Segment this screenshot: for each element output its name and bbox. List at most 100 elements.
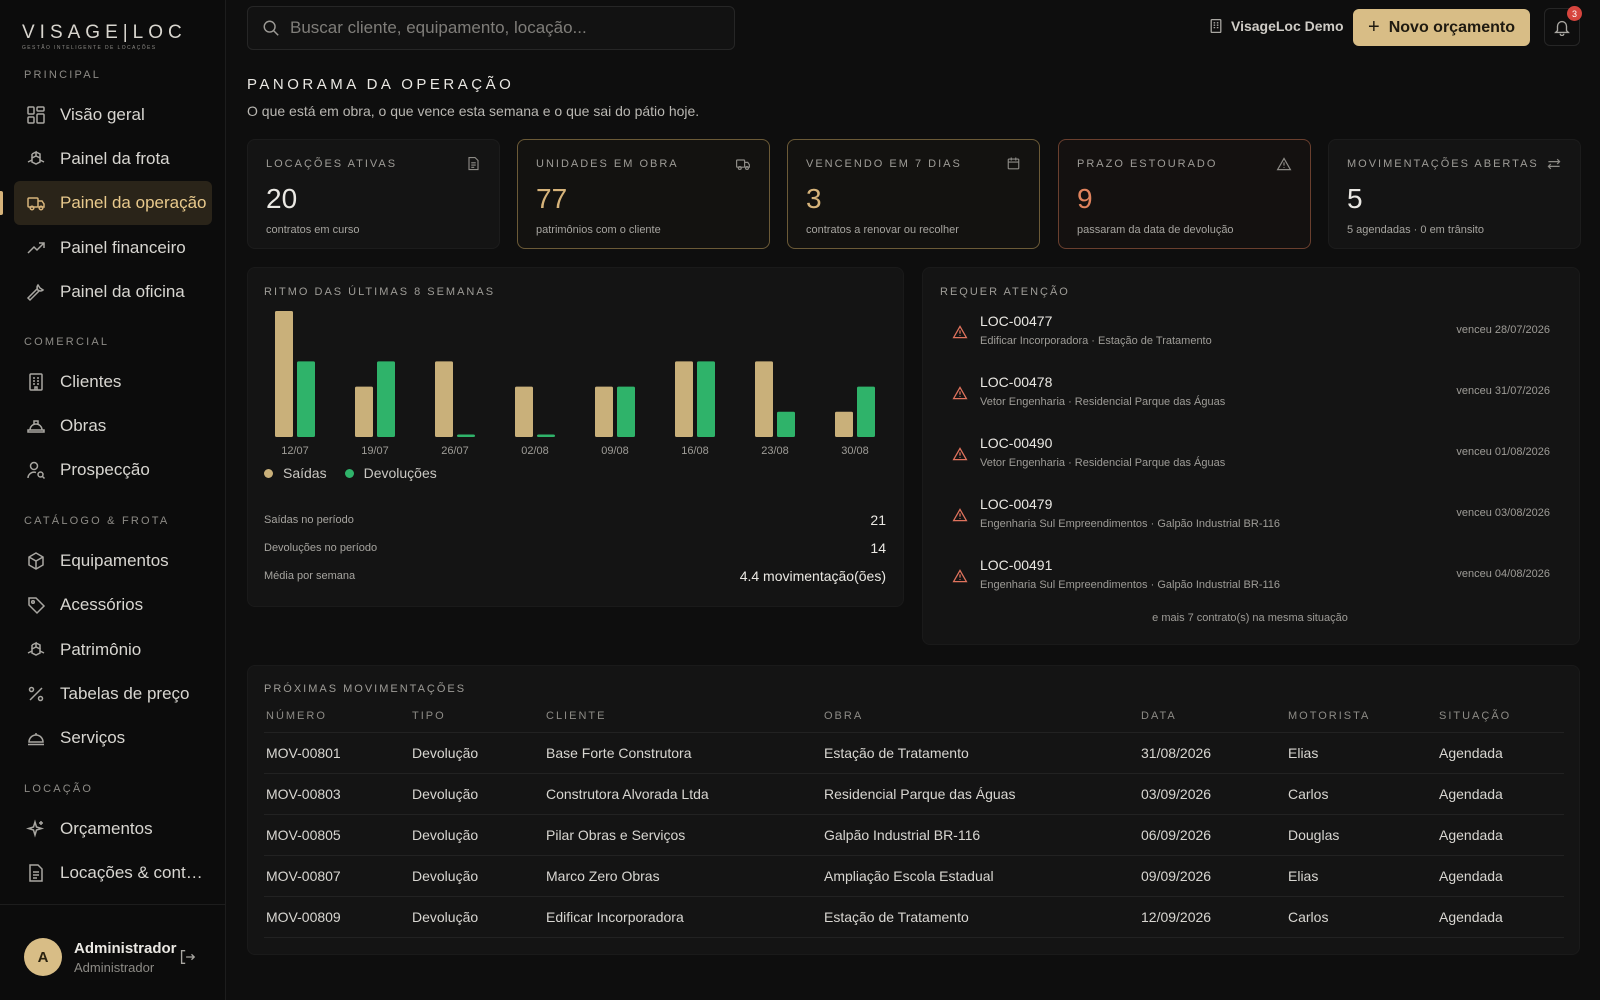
sidebar-item-servicos[interactable]: Serviços (14, 716, 212, 760)
tenant-selector[interactable]: VisageLoc Demo (1208, 18, 1344, 34)
warning-icon (952, 507, 968, 523)
kpi-foot: contratos a renovar ou recolher (806, 224, 959, 236)
building-icon (26, 372, 46, 392)
page-title: PANORAMA DA OPERAÇÃO (247, 76, 515, 93)
bar-devolucoes-2[interactable] (457, 434, 475, 437)
kpi-label: UNIDADES EM OBRA (536, 158, 679, 170)
column-header[interactable]: TIPO (410, 700, 544, 733)
kpi-card-prazo-estourado[interactable]: PRAZO ESTOURADO 9 passaram da data de de… (1058, 139, 1311, 249)
attention-item[interactable]: LOC-00490 Vetor Engenharia · Residencial… (940, 433, 1552, 483)
search-input[interactable] (290, 18, 710, 38)
attention-item[interactable]: LOC-00479 Engenharia Sul Empreendimentos… (940, 494, 1552, 544)
table-row[interactable]: MOV-00809 Devolução Edificar Incorporado… (264, 896, 1564, 938)
column-header[interactable]: OBRA (822, 700, 1139, 733)
table-row[interactable]: MOV-00803 Devolução Construtora Alvorada… (264, 773, 1564, 815)
logout-icon[interactable] (178, 948, 196, 971)
sidebar-item-acessorios[interactable]: Acessórios (14, 583, 212, 627)
table-row[interactable]: MOV-00805 Devolução Pilar Obras e Serviç… (264, 814, 1564, 856)
kpi-card-movimentacoes-abertas[interactable]: MOVIMENTAÇÕES ABERTAS 5 5 agendadas · 0 … (1328, 139, 1581, 249)
sidebar-item-label: Visão geral (60, 105, 145, 124)
hard-hat-icon (26, 416, 46, 436)
new-quote-button[interactable]: + Novo orçamento (1353, 9, 1530, 46)
bell-icon (1553, 18, 1571, 36)
warning-icon (952, 568, 968, 584)
sidebar-item-painel-financeiro[interactable]: Painel financeiro (14, 226, 212, 270)
column-header[interactable]: NÚMERO (264, 700, 410, 733)
attention-item[interactable]: LOC-00477 Edificar Incorporadora · Estaç… (940, 311, 1552, 361)
sidebar-item-patrimonio[interactable]: Patrimônio (14, 628, 212, 672)
bar-saidas-3[interactable] (515, 386, 533, 437)
table-row[interactable]: MOV-00801 Devolução Base Forte Construto… (264, 732, 1564, 774)
bar-saidas-6[interactable] (755, 361, 773, 437)
sidebar-item-painel-oficina[interactable]: Painel da oficina (14, 270, 212, 314)
sidebar-item-orcamentos[interactable]: Orçamentos (14, 807, 212, 851)
cell-situacao: Agendada (1437, 855, 1564, 897)
plus-icon: + (1368, 16, 1380, 38)
bar-devolucoes-1[interactable] (377, 361, 395, 437)
sidebar-item-label: Patrimônio (60, 640, 142, 659)
page-subtitle: O que está em obra, o que vence esta sem… (247, 103, 700, 119)
bar-devolucoes-3[interactable] (537, 434, 555, 437)
sidebar-item-prospeccao[interactable]: Prospecção (14, 448, 212, 492)
bar-devolucoes-4[interactable] (617, 386, 635, 437)
bar-saidas-4[interactable] (595, 386, 613, 437)
cell-data: 03/09/2026 (1139, 773, 1286, 815)
logo[interactable]: VISAGE|LOC GESTÃO INTELIGENTE DE LOCAÇÕE… (22, 22, 198, 51)
avatar: A (24, 938, 62, 976)
stat-value: 4.4 movimentação(ões) (739, 568, 886, 584)
bar-devolucoes-5[interactable] (697, 361, 715, 437)
x-tick-label: 23/08 (761, 445, 789, 457)
kpi-value: 9 (1077, 183, 1093, 214)
kpi-value: 3 (806, 183, 822, 214)
notifications-button[interactable]: 3 (1544, 6, 1582, 46)
bar-saidas-5[interactable] (675, 361, 693, 437)
sidebar-item-painel-operacao[interactable]: Painel da operação (14, 181, 212, 225)
cell-motorista: Elias (1286, 732, 1437, 774)
cell-cliente: Construtora Alvorada Ltda (544, 773, 822, 815)
sidebar-item-tabelas-preco[interactable]: Tabelas de preço (14, 672, 212, 716)
column-header[interactable]: DATA (1139, 700, 1286, 733)
sidebar-item-label: Painel da oficina (60, 282, 185, 301)
kpi-card-locacoes-ativas[interactable]: LOCAÇÕES ATIVAS 20 contratos em curso (247, 139, 500, 249)
column-header[interactable]: MOTORISTA (1286, 700, 1437, 733)
bar-devolucoes-0[interactable] (297, 361, 315, 437)
kpi-value: 5 (1347, 183, 1363, 214)
table-row[interactable]: MOV-00807 Devolução Marco Zero Obras Amp… (264, 855, 1564, 897)
kpi-card-unidades-em-obra[interactable]: UNIDADES EM OBRA 77 patrimônios com o cl… (517, 139, 770, 249)
sidebar-item-clientes[interactable]: Clientes (14, 360, 212, 404)
sidebar-item-visao-geral[interactable]: Visão geral (14, 93, 212, 137)
bar-chart: 12/07 19/07 26/07 02/08 09/08 16/08 23/08 30/08 (275, 311, 875, 457)
attention-item[interactable]: LOC-00491 Engenharia Sul Empreendimentos… (940, 555, 1552, 605)
attention-item[interactable]: LOC-00478 Vetor Engenharia · Residencial… (940, 372, 1552, 422)
sidebar-item-painel-frota[interactable]: Painel da frota (14, 137, 212, 181)
bar-saidas-7[interactable] (835, 411, 853, 437)
warning-icon (1276, 156, 1292, 172)
notification-badge: 3 (1567, 6, 1582, 21)
bar-saidas-0[interactable] (275, 311, 293, 437)
bar-devolucoes-6[interactable] (777, 411, 795, 437)
user-profile[interactable]: A Administrador Administrador (24, 938, 177, 976)
user-name: Administrador (74, 939, 177, 957)
search-bar[interactable] (247, 6, 735, 50)
attention-more-link[interactable]: e mais 7 contrato(s) na mesma situação (1152, 612, 1348, 624)
cell-obra: Estação de Tratamento (822, 896, 1139, 938)
legend-label-saidas: Saídas (283, 465, 327, 481)
arrows-icon (1546, 156, 1562, 172)
bar-saidas-2[interactable] (435, 361, 453, 437)
kpi-foot: 5 agendadas · 0 em trânsito (1347, 224, 1484, 236)
new-quote-label: Novo orçamento (1388, 18, 1515, 36)
kpi-card-vencendo-7-dias[interactable]: VENCENDO EM 7 DIAS 3 contratos a renovar… (787, 139, 1040, 249)
sidebar-item-obras[interactable]: Obras (14, 404, 212, 448)
x-tick-label: 19/07 (361, 445, 389, 457)
bar-saidas-1[interactable] (355, 386, 373, 437)
sidebar-item-equipamentos[interactable]: Equipamentos (14, 539, 212, 583)
cell-motorista: Elias (1286, 855, 1437, 897)
sidebar-item-locacoes-contratos[interactable]: Locações & contratos (14, 851, 212, 895)
bar-devolucoes-7[interactable] (857, 386, 875, 437)
stat-value: 21 (870, 512, 886, 528)
cell-data: 09/09/2026 (1139, 855, 1286, 897)
column-header[interactable]: CLIENTE (544, 700, 822, 733)
kpi-value: 20 (266, 183, 298, 214)
column-header[interactable]: SITUAÇÃO (1437, 700, 1564, 733)
nav-section-catalogo: CATÁLOGO & FROTA (24, 515, 170, 527)
